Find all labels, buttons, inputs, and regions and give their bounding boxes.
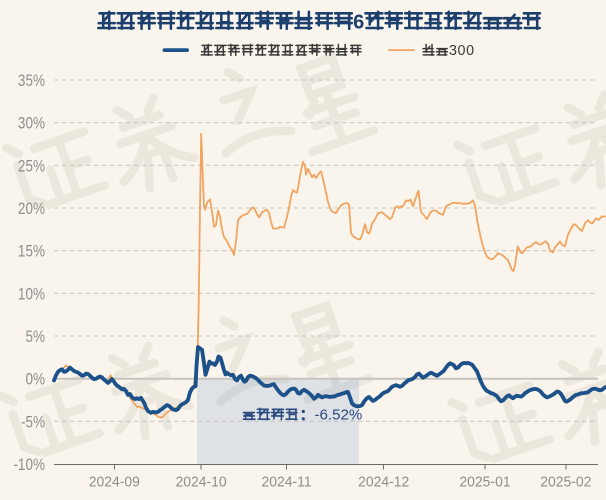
svg-text:15%: 15% bbox=[18, 242, 45, 261]
svg-text:2024-10: 2024-10 bbox=[176, 474, 227, 491]
svg-text:2024-09: 2024-09 bbox=[89, 474, 140, 491]
svg-text:5%: 5% bbox=[25, 328, 45, 347]
svg-text:2024-12: 2024-12 bbox=[358, 474, 409, 491]
svg-text:2025-01: 2025-01 bbox=[459, 474, 510, 491]
svg-text:0%: 0% bbox=[25, 370, 45, 389]
svg-text:2024-11: 2024-11 bbox=[262, 474, 312, 491]
svg-text:20%: 20% bbox=[18, 200, 45, 219]
svg-text:6: 6 bbox=[353, 12, 364, 34]
svg-text:10%: 10% bbox=[18, 285, 45, 304]
svg-text:-5%: -5% bbox=[21, 413, 45, 432]
svg-text:300: 300 bbox=[449, 43, 475, 59]
svg-text:25%: 25% bbox=[18, 157, 45, 176]
svg-text:-6.52%: -6.52% bbox=[315, 407, 363, 424]
svg-text:35%: 35% bbox=[18, 72, 45, 91]
svg-text:-10%: -10% bbox=[13, 456, 45, 475]
svg-text:2025-02: 2025-02 bbox=[540, 474, 591, 491]
svg-text:30%: 30% bbox=[18, 114, 45, 133]
